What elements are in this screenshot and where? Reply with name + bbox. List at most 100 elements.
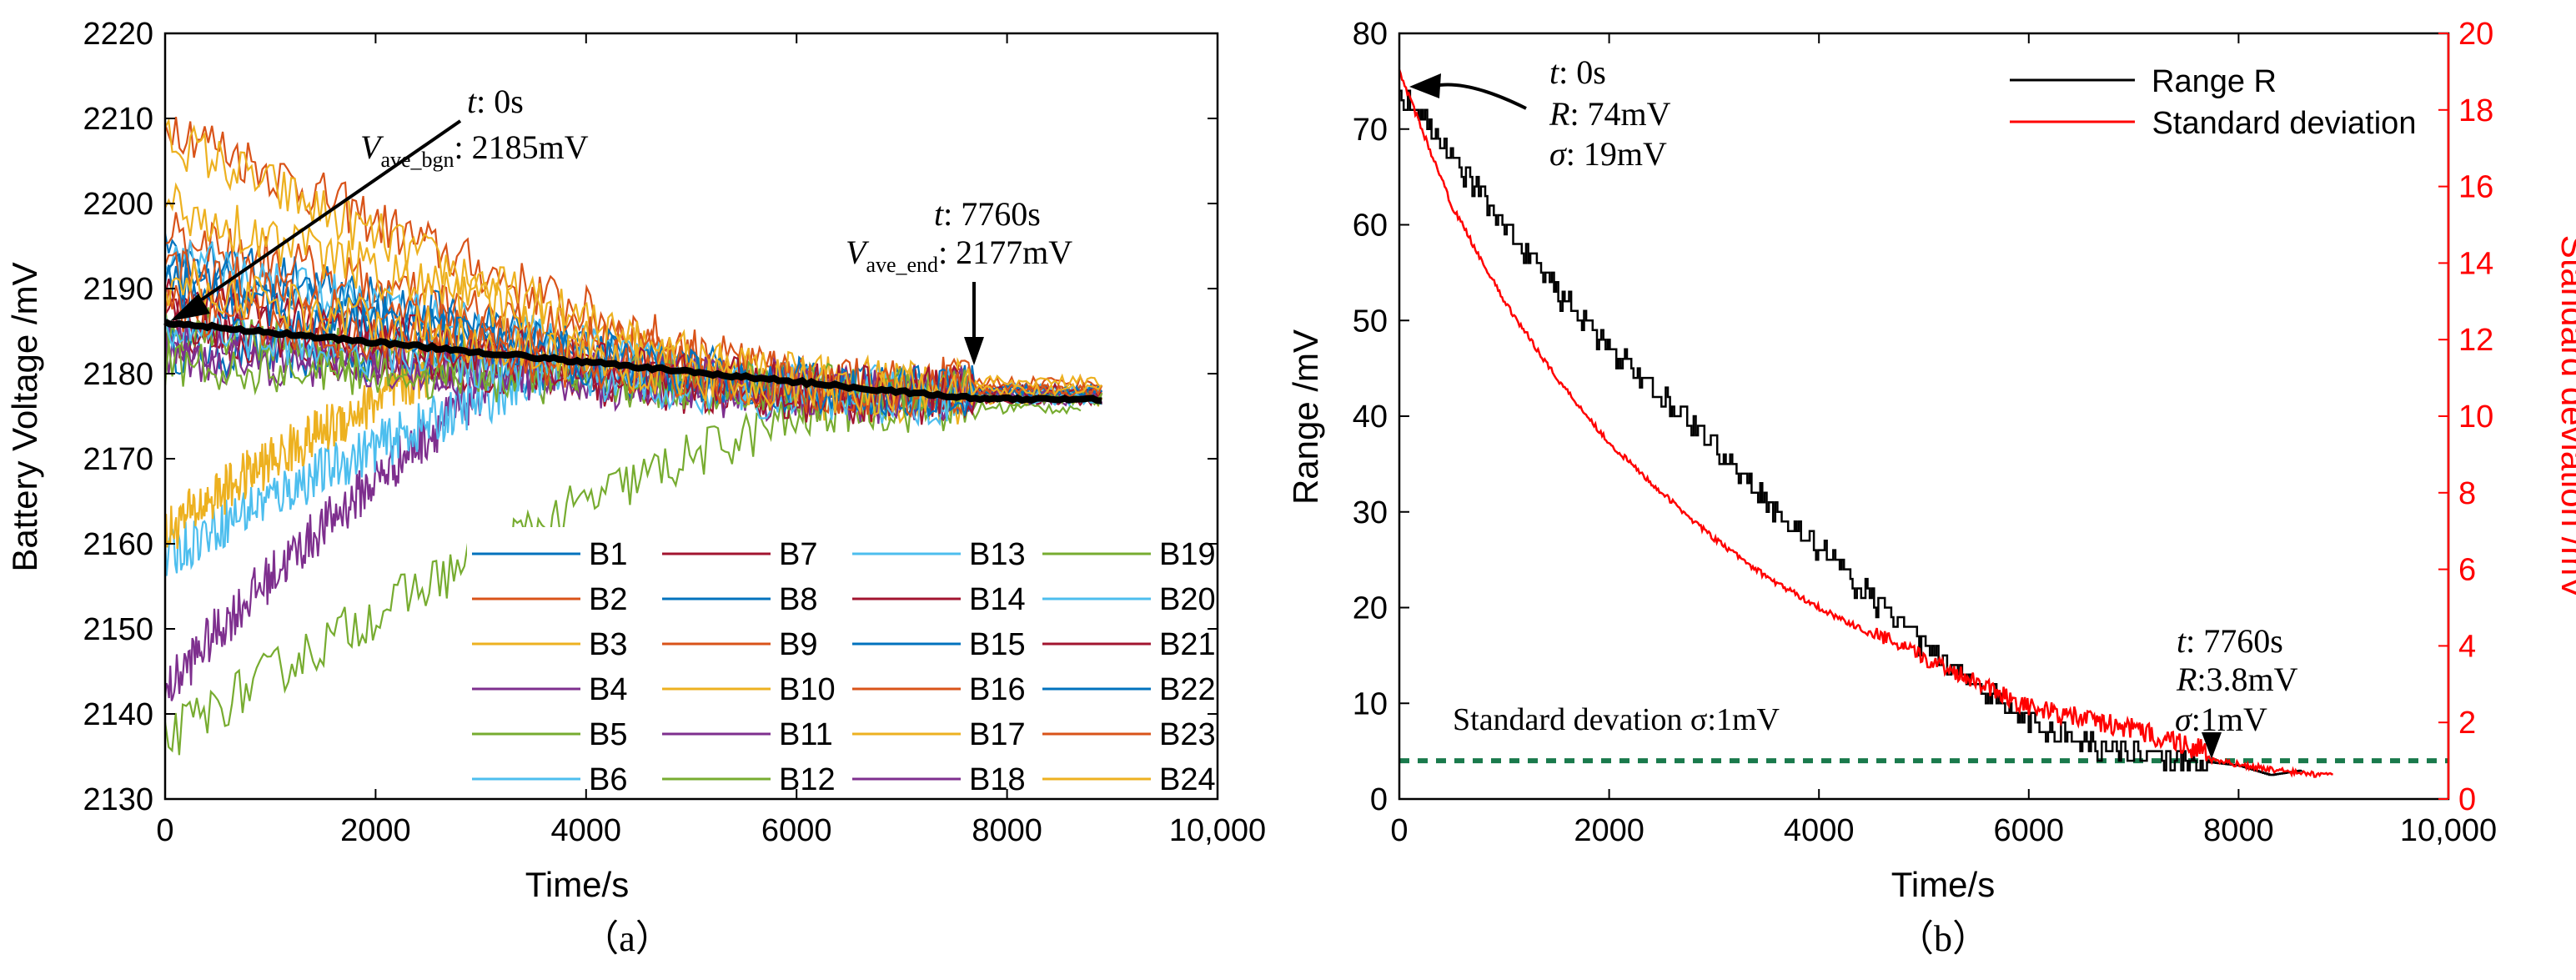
panel-a-axes: 0 2000 4000 6000 8000 10,000 2130 2140 2150 2160 2…: [83, 17, 1266, 848]
panel-b-y2-tick-label: 16: [2458, 170, 2493, 205]
b-start-arrow-head: [1409, 73, 1441, 98]
series-std-line: [1398, 69, 2333, 778]
legend-label-B16: B16: [969, 672, 1026, 707]
panel-b-y2-tick-label: 10: [2458, 400, 2493, 435]
legend-label-B8: B8: [779, 582, 817, 617]
annotation-end-voltage: Vave_end: 2177mV: [846, 234, 1072, 277]
panel-a-x-tick-label: 2000: [340, 813, 411, 848]
panel-b: 0 2000 4000 6000 8000 10,000 0 10 20 30 40 50 60 70 80…: [1286, 17, 2576, 959]
legend-label-B7: B7: [779, 537, 817, 572]
panel-a-y-tick-label: 2200: [83, 187, 153, 222]
panel-b-y2-tick-label: 8: [2458, 476, 2476, 511]
legend-label-B12: B12: [779, 762, 836, 797]
panel-b-x-tick-label: 4000: [1784, 813, 1855, 848]
panel-a-y-tick-label: 2180: [83, 357, 153, 392]
panel-b-y2-tick-label: 14: [2458, 246, 2493, 281]
panel-a-x-axis-label: Time/s: [525, 865, 629, 904]
panel-b-end-annotation: t: 7760s R:3.8mV σ:1mV: [2175, 622, 2298, 759]
annotation-end-time: t: 7760s: [934, 195, 1041, 233]
legend-label-B24: B24: [1159, 762, 1216, 797]
panel-b-y2-tick-label: 12: [2458, 323, 2493, 358]
series-B14-line: [164, 294, 1102, 425]
b-end-arrow-head: [2202, 732, 2222, 759]
legend-label-B17: B17: [969, 717, 1026, 752]
panel-a-y-tick-label: 2140: [83, 697, 153, 732]
panel-b-y-tick-label: 10: [1353, 686, 1388, 721]
panel-b-x-axis-label: Time/s: [1891, 865, 1995, 904]
legend-label-B18: B18: [969, 762, 1026, 797]
panel-b-y2-tick-label: 20: [2458, 17, 2493, 52]
panel-b-x-tick-label: 2000: [1574, 813, 1645, 848]
legend-std-label: Standard deviation: [2143, 106, 2416, 141]
panel-b-y2-tick-label: 2: [2458, 706, 2476, 741]
panel-b-y-tick-label: 80: [1353, 17, 1388, 52]
panel-b-y2-axis-label: Standard deviation /mV: [2554, 235, 2576, 600]
panel-b-x-tick-label: 10,000: [2400, 813, 2497, 848]
panel-a-y-tick-label: 2170: [83, 442, 153, 477]
annotation-b-start-time: t: 0s: [1549, 53, 1606, 91]
panel-b-y-tick-label: 70: [1353, 113, 1388, 148]
panel-a: B1 B2 B3 B4 B5 B6 B7 B8 B9 B10 B11 B12 B13 B14 B15 B16 B…: [5, 17, 1266, 959]
panel-a-y-tick-label: 2220: [83, 17, 153, 52]
series-B10-line: [164, 349, 429, 550]
b-start-arrow-line: [1434, 83, 1527, 110]
legend-label-B14: B14: [969, 582, 1026, 617]
annotation-b-end-time: t: 7760s: [2177, 622, 2283, 660]
panel-a-x-tick-label: 6000: [761, 813, 832, 848]
legend-label-B10: B10: [779, 672, 836, 707]
panel-b-y2-tick-label: 18: [2458, 93, 2493, 128]
legend-label-B9: B9: [779, 627, 817, 662]
legend-label-B5: B5: [589, 717, 627, 752]
end-arrow-head: [964, 337, 984, 365]
annotation-b-start-std: σ: 19mV: [1549, 135, 1667, 173]
panel-b-y-tick-label: 60: [1353, 209, 1388, 244]
legend-label-B2: B2: [589, 582, 627, 617]
panel-b-start-annotation: t: 0s R: 74mV σ: 19mV: [1409, 53, 1671, 173]
panel-b-legend: Range R Standard deviation: [2010, 64, 2416, 141]
legend-label-B19: B19: [1159, 537, 1216, 572]
legend-label-B13: B13: [969, 537, 1026, 572]
panel-b-y-tick-label: 40: [1353, 400, 1388, 435]
panel-b-x-tick-label: 8000: [2203, 813, 2274, 848]
legend-label-B23: B23: [1159, 717, 1216, 752]
panel-b-label: （b）: [1897, 918, 1989, 959]
panel-b-plot-area: [1398, 69, 2448, 778]
panel-b-y-tick-label: 0: [1370, 782, 1388, 817]
legend-label-B11: B11: [779, 717, 833, 752]
legend-label-B21: B21: [1159, 627, 1216, 662]
panel-a-axes-box: [163, 32, 1219, 801]
panel-b-x-tick-label: 6000: [1994, 813, 2065, 848]
start-arrow-head: [170, 294, 210, 321]
series-B6-line: [163, 350, 545, 576]
legend-label-B22: B22: [1159, 672, 1216, 707]
legend-label-B1: B1: [589, 537, 627, 572]
annotation-b-start-range: R: 74mV: [1549, 95, 1671, 133]
average-voltage-line: [163, 319, 1102, 405]
legend-label-B4: B4: [589, 672, 627, 707]
reference-line-label: Standard devation σ:1mV: [1453, 702, 1780, 737]
series-B4-line: [163, 349, 503, 701]
legend-range-label: Range R: [2152, 64, 2277, 99]
panel-b-x-tick-label: 0: [1390, 813, 1408, 848]
panel-a-end-annotation: t: 7760s Vave_end: 2177mV: [846, 195, 1072, 365]
start-arrow-line: [192, 119, 462, 307]
panel-b-y-tick-label: 50: [1353, 304, 1388, 339]
panel-a-x-tick-label: 4000: [551, 813, 622, 848]
panel-b-y-tick-label: 20: [1353, 591, 1388, 626]
panel-a-legend: B1 B2 B3 B4 B5 B6 B7 B8 B9 B10 B11 B12 B13 B14 B15 B16 B…: [467, 527, 1216, 797]
annotation-b-end-range: R:3.8mV: [2176, 661, 2298, 698]
panel-b-y-tick-label: 30: [1353, 495, 1388, 530]
annotation-start-time: t: 0s: [467, 83, 524, 120]
legend-background: [467, 527, 1216, 797]
panel-a-x-tick-label: 8000: [972, 813, 1042, 848]
annotation-b-end-std: σ:1mV: [2175, 701, 2267, 738]
panel-a-y-tick-label: 2130: [83, 782, 153, 817]
panel-a-y-tick-label: 2160: [83, 527, 153, 562]
panel-a-x-tick-label: 0: [156, 813, 173, 848]
panel-a-start-annotation: t: 0s Vave_bgn: 2185mV: [170, 83, 589, 321]
legend-label-B20: B20: [1159, 582, 1216, 617]
series-range-line: [1399, 89, 2303, 776]
panel-a-plot-area: B1 B2 B3 B4 B5 B6 B7 B8 B9 B10 B11 B12 B13 B14 B15 B16 B…: [163, 116, 1216, 797]
panel-a-label: （a）: [582, 918, 672, 959]
